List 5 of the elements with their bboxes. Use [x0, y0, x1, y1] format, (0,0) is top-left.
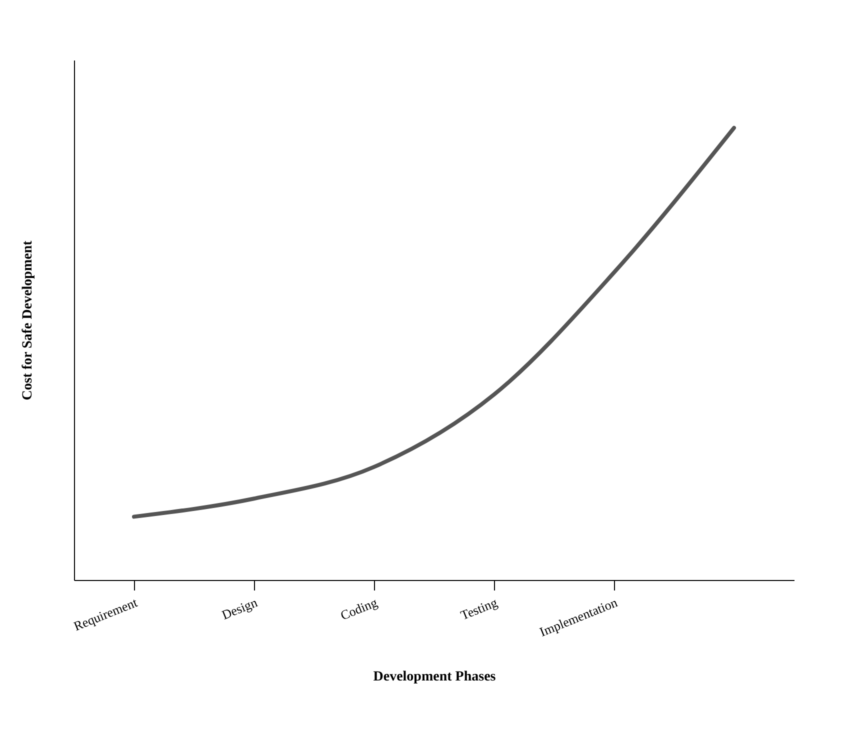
x-tick-label: Testing [458, 594, 500, 623]
y-axis-title: Cost for Safe Development [20, 240, 36, 400]
x-tick-label: Coding [338, 594, 380, 623]
x-tick-label: Design [220, 594, 260, 622]
x-axis-title: Development Phases [373, 669, 496, 684]
